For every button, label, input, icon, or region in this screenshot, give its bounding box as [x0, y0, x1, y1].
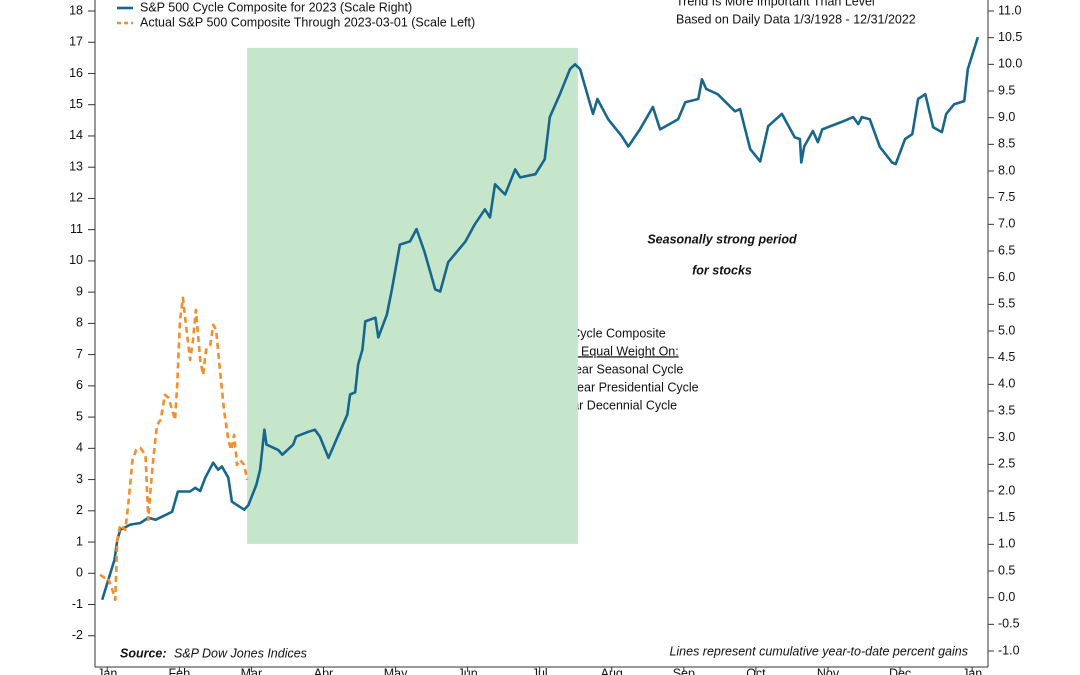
x-tick-label: Nov — [817, 666, 840, 675]
shaded-label: for stocks — [692, 263, 752, 277]
source: S&P Dow Jones Indices — [174, 646, 307, 660]
note-top: Based on Daily Data 1/3/1928 - 12/31/202… — [676, 12, 916, 26]
x-tick-label: Oct — [746, 666, 766, 675]
legend-label: S&P 500 Cycle Composite for 2023 (Scale … — [140, 0, 412, 14]
y2-tick-label: 10.0 — [998, 57, 1022, 71]
x-tick-label: Feb — [169, 666, 191, 675]
y-tick-label: 7 — [76, 347, 83, 361]
x-tick-label: May — [384, 666, 408, 675]
y2-tick-label: 0.5 — [998, 563, 1015, 577]
x-tick-label: Jan — [962, 666, 982, 675]
y2-tick-label: 8.0 — [998, 163, 1015, 177]
y2-tick-label: 9.0 — [998, 110, 1015, 124]
y-tick-label: 1 — [76, 534, 83, 548]
footnote: Lines represent cumulative year-to-date … — [669, 644, 968, 658]
source-label: Source: — [120, 646, 167, 660]
y2-tick-label: -1.0 — [998, 643, 1020, 657]
y-tick-label: 0 — [76, 566, 83, 580]
y2-tick-label: 5.0 — [998, 323, 1015, 337]
y2-tick-label: 7.0 — [998, 217, 1015, 231]
shaded-region — [247, 47, 578, 544]
y-tick-label: -1 — [72, 597, 83, 611]
y2-tick-label: -0.5 — [998, 617, 1020, 631]
y2-tick-label: 9.5 — [998, 83, 1015, 97]
y2-tick-label: 0.0 — [998, 590, 1015, 604]
y2-tick-label: 3.0 — [998, 430, 1015, 444]
x-tick-label: Sep — [673, 666, 695, 675]
y-tick-label: 4 — [76, 441, 83, 455]
text-box-line: Four-Year Presidential Cycle — [540, 380, 699, 394]
y2-tick-label: 4.5 — [998, 350, 1015, 364]
y-tick-label: 17 — [69, 35, 83, 49]
y2-tick-label: 4.0 — [998, 377, 1015, 391]
y2-tick-label: 1.0 — [998, 537, 1015, 551]
y-tick-label: 14 — [69, 128, 83, 142]
y2-tick-label: 10.5 — [998, 30, 1022, 44]
y2-tick-label: 1.5 — [998, 510, 1015, 524]
y-tick-label: -2 — [72, 628, 83, 642]
y2-tick-label: 7.5 — [998, 190, 1015, 204]
y-tick-label: 3 — [76, 472, 83, 486]
y2-tick-label: 2.5 — [998, 457, 1015, 471]
y2-tick-label: 6.5 — [998, 243, 1015, 257]
x-tick-label: Dec — [889, 666, 911, 675]
y2-tick-label: 5.5 — [998, 297, 1015, 311]
y-tick-label: 9 — [76, 284, 83, 298]
y-tick-label: 13 — [69, 159, 83, 173]
y-tick-label: 5 — [76, 409, 83, 423]
y2-tick-label: 3.5 — [998, 403, 1015, 417]
y-tick-label: 12 — [69, 191, 83, 205]
x-tick-label: Jun — [458, 666, 478, 675]
y-tick-label: 16 — [69, 66, 83, 80]
y2-tick-label: 6.0 — [998, 270, 1015, 284]
y-tick-label: 6 — [76, 378, 83, 392]
x-tick-label: Jan — [97, 666, 117, 675]
series-line — [99, 296, 249, 602]
series-line — [100, 36, 980, 601]
y2-tick-label: 11.0 — [998, 3, 1021, 17]
note-top: Trend Is More Important Than Level — [676, 0, 875, 8]
x-tick-label: Aug — [601, 666, 623, 675]
y-tick-label: 10 — [69, 253, 83, 267]
y-tick-label: 2 — [76, 503, 83, 517]
x-tick-label: Mar — [241, 666, 263, 675]
x-tick-label: Apr — [314, 666, 333, 675]
x-tick-label: Jul — [532, 666, 548, 675]
y-tick-label: 18 — [69, 3, 83, 17]
y2-tick-label: 8.5 — [998, 137, 1015, 151]
y2-tick-label: 2.0 — [998, 483, 1015, 497]
y-tick-label: 15 — [69, 97, 83, 111]
y-tick-label: 11 — [70, 222, 83, 236]
y-tick-label: 8 — [76, 316, 83, 330]
legend-label: Actual S&P 500 Composite Through 2023-03… — [140, 15, 475, 29]
shaded-label: Seasonally strong period — [647, 232, 797, 246]
